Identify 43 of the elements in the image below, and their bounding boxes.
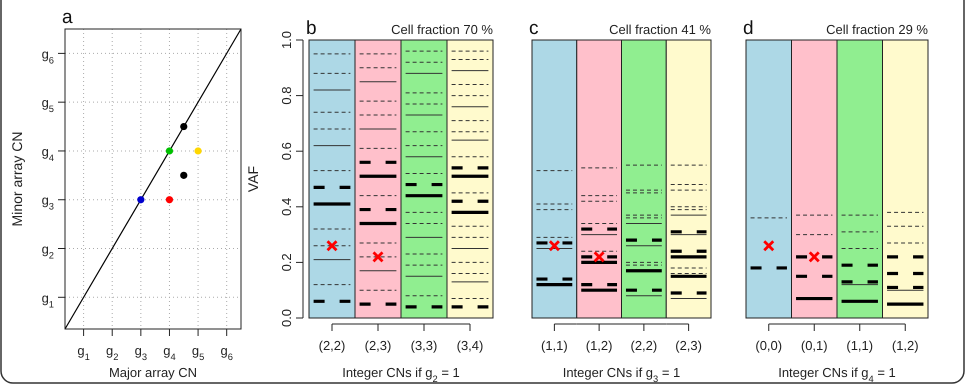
y-tick-label: g$_{5}$ bbox=[42, 95, 54, 114]
x-tick-label: (2,2) bbox=[318, 338, 346, 353]
chart-title: Cell fraction 70 % bbox=[391, 22, 494, 37]
x-tick-label: g$_{5}$ bbox=[192, 343, 204, 362]
y-tick-label: g$_{2}$ bbox=[42, 242, 54, 261]
text: d bbox=[743, 18, 754, 39]
chart-title: Cell fraction 41 % bbox=[609, 22, 712, 37]
x-tick-label: (1,2) bbox=[586, 338, 612, 353]
y-tick-label: 0.4 bbox=[279, 198, 294, 216]
y-tick-label: g$_{1}$ bbox=[42, 290, 54, 310]
y-tick-label: g$_{3}$ bbox=[42, 192, 54, 212]
x-tick-label: (3,4) bbox=[456, 338, 484, 353]
x-tick-label: (1,1) bbox=[846, 338, 874, 353]
text: b bbox=[306, 18, 317, 39]
x-tick-label: (0,0) bbox=[755, 338, 782, 353]
y-tick-label: 0.0 bbox=[279, 308, 294, 328]
y-tick-label: g$_{6}$ bbox=[42, 46, 54, 66]
y-axis-title: VAF bbox=[245, 166, 261, 192]
x-tick-label: (2,3) bbox=[364, 338, 392, 353]
y-tick-label: g$_{4}$ bbox=[42, 144, 54, 163]
y-tick-label: 0.2 bbox=[279, 253, 294, 272]
y-axis-title: Minor array CN bbox=[9, 132, 25, 226]
x-tick-label: g$_{6}$ bbox=[220, 343, 233, 362]
x-axis-title: Integer CNs if g$_{4}$ = 1 bbox=[778, 365, 896, 384]
x-axis-title: Major array CN bbox=[108, 365, 198, 380]
y-tick-label: 1.0 bbox=[279, 30, 294, 50]
x-tick-label: g$_{3}$ bbox=[134, 343, 148, 362]
x-tick-label: g$_{4}$ bbox=[163, 343, 176, 362]
x-axis-title: Integer CNs if g$_{3}$ = 1 bbox=[562, 365, 680, 384]
y-tick-label: 0.6 bbox=[279, 142, 294, 160]
x-tick-label: (2,3) bbox=[675, 338, 702, 353]
y-tick-label: 0.8 bbox=[279, 86, 294, 105]
x-tick-label: (1,1) bbox=[541, 338, 568, 353]
x-tick-label: (0,1) bbox=[800, 338, 828, 353]
chart-title: Cell fraction 29 % bbox=[826, 22, 928, 37]
x-tick-label: (3,3) bbox=[410, 338, 438, 353]
x-tick-label: (2,2) bbox=[630, 338, 658, 353]
x-tick-label: g$_{2}$ bbox=[106, 343, 118, 362]
text: a bbox=[62, 7, 73, 28]
x-tick-label: g$_{1}$ bbox=[77, 343, 90, 362]
x-tick-label: (1,2) bbox=[892, 338, 919, 353]
x-axis-title: Integer CNs if g$_{2}$ = 1 bbox=[342, 365, 460, 384]
text: c bbox=[529, 18, 538, 39]
